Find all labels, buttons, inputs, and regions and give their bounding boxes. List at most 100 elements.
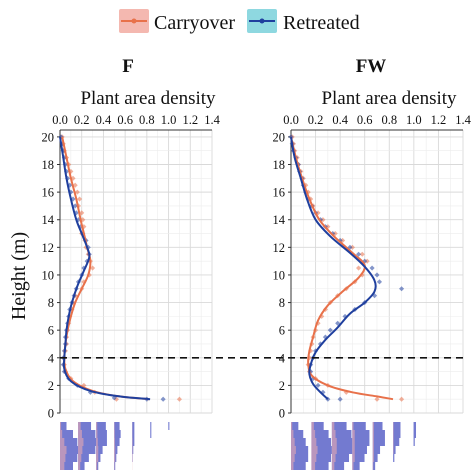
y-tick-label: 6	[279, 324, 285, 338]
histogram-cell-retreated	[311, 438, 332, 446]
x-axis-label: Plant area density	[80, 88, 216, 109]
histogram-cell-retreated	[331, 430, 352, 438]
data-point-retreated	[160, 396, 166, 402]
histogram-cell-carryover	[372, 446, 374, 454]
x-tick-label: 0.2	[308, 113, 324, 127]
histogram-cell-retreated	[291, 430, 304, 438]
histogram-cell-carryover	[60, 422, 62, 430]
histogram-cell-retreated	[78, 446, 96, 454]
y-tick-label: 20	[273, 130, 286, 144]
histogram-cell-carryover	[114, 446, 116, 454]
data-point-carryover	[74, 189, 80, 195]
legend: Carryover Retreated	[119, 9, 360, 34]
histogram-cell-retreated	[78, 430, 96, 438]
y-tick-label: 6	[48, 324, 54, 338]
x-axis-label: Plant area density	[321, 88, 457, 109]
histogram-cell-retreated	[60, 446, 79, 454]
histogram-cell-carryover	[291, 430, 294, 438]
histogram-cell-retreated	[393, 454, 395, 462]
histogram-cell-carryover	[352, 430, 355, 438]
histogram-cell-retreated	[291, 462, 306, 470]
x-tick-label: 0.6	[117, 113, 133, 127]
histogram-cell-retreated	[60, 454, 78, 462]
histogram-cell-retreated	[372, 462, 376, 470]
histogram-cell-retreated	[413, 430, 417, 438]
data-point-retreated	[376, 279, 383, 285]
data-point-retreated	[356, 251, 362, 257]
histogram-cell-retreated	[393, 438, 400, 446]
y-tick-label: 14	[42, 213, 55, 227]
histogram-cell-carryover	[331, 422, 335, 430]
histogram-cell-retreated	[291, 422, 299, 430]
histogram-cell-retreated	[114, 446, 118, 454]
histogram-cell-carryover	[60, 430, 63, 438]
x-tick-label: 0.4	[332, 113, 348, 127]
data-point-retreated	[327, 327, 333, 333]
histogram-cell-retreated	[132, 430, 135, 438]
y-tick-label: 10	[42, 268, 55, 282]
histogram-cell-carryover	[372, 430, 374, 438]
histogram-cell-carryover	[311, 446, 318, 454]
histogram-cell-carryover	[331, 462, 335, 470]
y-tick-label: 8	[48, 296, 54, 310]
histogram-cell-retreated	[96, 422, 106, 430]
histogram-cell-carryover	[291, 446, 296, 454]
histogram-cell-carryover	[331, 454, 336, 462]
histogram-cell-retreated	[150, 422, 152, 430]
histogram-cell-retreated	[393, 430, 401, 438]
x-tick-label: 0.8	[381, 113, 397, 127]
y-tick-label: 0	[48, 407, 54, 421]
y-tick-label: 18	[273, 158, 286, 172]
histogram-cell-carryover	[78, 446, 83, 454]
histogram-cell-retreated	[291, 454, 309, 462]
histogram-cell-retreated	[150, 430, 152, 438]
histogram-cell-retreated	[311, 422, 324, 430]
data-point-retreated	[374, 272, 380, 278]
histogram-cell-carryover	[311, 462, 316, 470]
panel-fw: FW Plant area density 0.0 0.2 0.4 0.6 0.8 1.0 1.…	[273, 56, 472, 470]
histogram-cell-carryover	[60, 454, 66, 462]
data-point-carryover	[76, 196, 83, 202]
histogram-cell-carryover	[291, 422, 293, 430]
x-tick-label: 1.4	[204, 113, 220, 127]
data-point-carryover	[176, 396, 182, 402]
fit-curve-retreated	[290, 136, 377, 400]
histogram-cell-carryover	[311, 454, 317, 462]
histogram-cell-retreated	[78, 422, 92, 430]
histogram-cell-retreated	[132, 446, 134, 454]
histogram-cell-retreated	[114, 462, 116, 470]
histogram-cell-carryover	[114, 430, 115, 438]
histogram-cell-carryover	[372, 454, 374, 462]
histogram-cell-retreated	[96, 430, 107, 438]
y-axis-label: Height (m)	[8, 232, 30, 320]
histogram-cell-carryover	[352, 454, 355, 462]
histogram-cell-retreated	[114, 438, 120, 446]
panel-title: F	[122, 56, 134, 77]
histogram-cell-carryover	[331, 446, 337, 454]
histogram-cell-carryover	[311, 438, 317, 446]
histogram-cell-carryover	[96, 422, 98, 430]
x-tick-label: 1.2	[182, 113, 198, 127]
y-tick-label: 10	[273, 268, 286, 282]
histogram-cell-retreated	[311, 454, 332, 462]
histogram-cell-carryover	[291, 454, 295, 462]
histogram-cell-retreated	[352, 462, 360, 470]
histogram-cell-retreated	[372, 438, 385, 446]
legend-marker-carryover	[131, 18, 137, 24]
y-tick-label: 8	[279, 296, 285, 310]
x-tick-label: 1.2	[431, 113, 447, 127]
histogram-cell-carryover	[372, 438, 374, 446]
data-point-retreated	[315, 382, 321, 388]
histogram-cell-retreated	[331, 446, 353, 454]
legend-label-carryover: Carryover	[154, 12, 235, 34]
data-point-retreated	[337, 396, 343, 402]
histogram-cell-carryover	[60, 438, 65, 446]
histogram-cell-carryover	[352, 446, 355, 454]
panel-title: FW	[356, 56, 387, 77]
panel-f: F Plant area density 0.0 0.2 0.4 0.6 0.8 1.0 1.2…	[42, 56, 221, 470]
histogram-cell-retreated	[168, 422, 170, 430]
x-tick-label: 0.2	[74, 113, 90, 127]
histogram-cell-retreated	[311, 446, 332, 454]
histogram-cell-retreated	[372, 446, 381, 454]
histogram-cell-carryover	[291, 438, 295, 446]
